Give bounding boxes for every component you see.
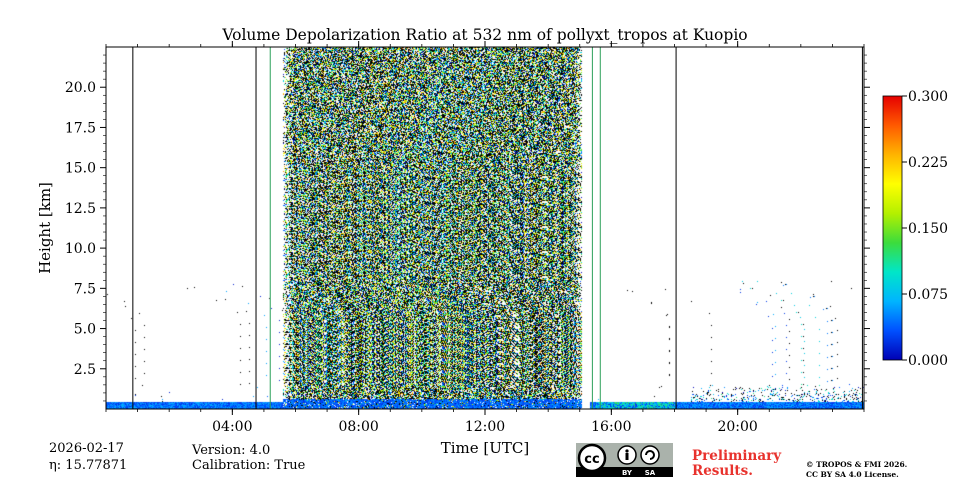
y-tick-label: 17.5 [65,120,96,136]
chart-title: Volume Depolarization Ratio at 532 nm of… [222,26,748,44]
preliminary-line-1: Preliminary [692,448,782,464]
version-label: Version: 4.0 [192,443,271,458]
y-tick-label: 5.0 [74,322,96,338]
x-tick-label: 04:00 [212,419,252,435]
colorbar-tick-label: 0.000 [908,353,948,369]
y-tick-label: 20.0 [65,80,96,96]
sa-icon [640,445,660,465]
colorbar-tick-label: 0.150 [908,221,948,237]
y-axis: 2.5 5.0 7.5 10.0 12.5 15.0 17.5 20.0 [65,54,870,402]
eta-label: η: 15.77871 [49,458,128,473]
colorbar-tick-label: 0.075 [908,287,948,303]
date-label: 2026-02-17 [49,441,124,456]
copyright-line-1: © TROPOS & FMI 2026. [806,460,908,469]
x-tick-label: 12:00 [465,419,505,435]
colorbar [882,95,903,361]
colorbar-tick-label: 0.225 [908,155,948,171]
preliminary-notice: Preliminary Results. [692,449,781,479]
y-axis-label: Height [km] [36,182,54,274]
preliminary-line-2: Results. [692,463,753,479]
y-tick-label: 2.5 [74,362,96,378]
colorbar-ticks: 0.000 0.075 0.150 0.225 0.300 [902,89,948,369]
y-tick-label: 7.5 [74,281,96,297]
x-tick-label: 08:00 [338,419,378,435]
x-tick-label: 20:00 [717,419,757,435]
profile-lines [132,47,863,409]
y-tick-label: 12.5 [65,201,96,217]
by-text: BY [622,469,633,477]
colorbar-tick-label: 0.300 [908,89,948,105]
heatmap-image [106,47,864,409]
y-tick-label: 10.0 [65,241,96,257]
cc-by-sa-badge: cc BY SA [576,443,673,477]
copyright-notice: © TROPOS & FMI 2026. CC BY SA 4.0 Licens… [806,460,907,480]
x-axis: 04:00 08:00 12:00 16:00 20:00 [105,41,865,435]
calibration-label: Calibration: True [192,458,306,473]
cc-text: cc [584,452,599,467]
copyright-line-2: CC BY SA 4.0 License. [806,470,899,479]
cc-icon [577,443,607,473]
y-tick-label: 15.0 [65,161,96,177]
x-axis-label: Time [UTC] [441,439,530,457]
sa-text: SA [645,469,656,477]
x-tick-label: 16:00 [591,419,631,435]
